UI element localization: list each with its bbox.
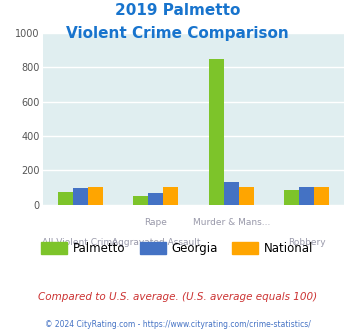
Text: All Violent Crime: All Violent Crime [43, 238, 118, 247]
Bar [163, 187, 178, 205]
Bar [299, 187, 314, 205]
Bar [284, 190, 299, 205]
Bar [148, 193, 163, 205]
Bar [73, 188, 88, 205]
Bar [314, 186, 329, 205]
Text: Rape: Rape [144, 218, 167, 227]
Bar [88, 186, 103, 205]
Text: © 2024 CityRating.com - https://www.cityrating.com/crime-statistics/: © 2024 CityRating.com - https://www.city… [45, 320, 310, 329]
Bar [224, 182, 239, 205]
Text: Violent Crime Comparison: Violent Crime Comparison [66, 26, 289, 41]
Bar [239, 186, 254, 205]
Bar [133, 196, 148, 205]
Bar [208, 59, 224, 205]
Text: Aggravated Assault: Aggravated Assault [111, 238, 200, 247]
Text: Compared to U.S. average. (U.S. average equals 100): Compared to U.S. average. (U.S. average … [38, 292, 317, 302]
Text: Murder & Mans...: Murder & Mans... [192, 218, 270, 227]
Legend: Palmetto, Georgia, National: Palmetto, Georgia, National [37, 237, 318, 260]
Bar [58, 192, 73, 205]
Text: Robbery: Robbery [288, 238, 326, 247]
Text: 2019 Palmetto: 2019 Palmetto [115, 3, 240, 18]
